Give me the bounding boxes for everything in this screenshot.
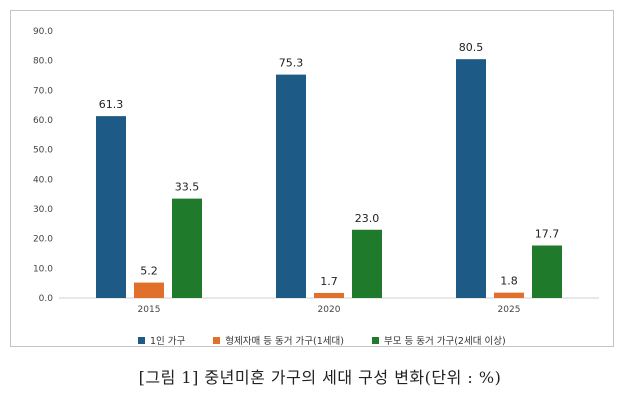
y-tick-label-3: 30.0: [33, 205, 53, 215]
legend-label-parents: 부모 등 동거 가구(2세대 이상): [383, 336, 506, 347]
figure-caption: [그림 1] 중년미혼 가구의 세대 구성 변화(단위 : %): [138, 368, 502, 387]
y-tick-label-9: 90.0: [33, 27, 53, 37]
bar-2015-s0: [96, 116, 126, 298]
y-tick-label-5: 50.0: [33, 146, 53, 156]
y-tick-label-2: 20.0: [33, 235, 53, 245]
y-tick-label-1: 10.0: [33, 264, 53, 274]
legend: 1인 가구 형제자매 등 동거 가구(1세대) 부모 등 동거 가구(2세대 이…: [138, 333, 506, 347]
x-tick-label-2020: 2020: [318, 305, 341, 315]
bar-2015-s2: [172, 198, 202, 298]
legend-item-single: 1인 가구: [138, 333, 185, 347]
bar-2025-s2: [532, 245, 562, 298]
y-tick-label-7: 70.0: [33, 86, 53, 96]
data-label-2020-s1: 1.7: [320, 275, 338, 288]
bar-2025-s1: [494, 292, 524, 298]
bar-2015-s1: [134, 282, 164, 298]
bar-2025-s0: [456, 59, 486, 298]
data-label-2025-s0: 80.5: [459, 41, 484, 54]
x-tick-label-2015: 2015: [138, 305, 161, 315]
legend-label-siblings: 형제자매 등 동거 가구(1세대): [225, 336, 344, 347]
legend-swatch-siblings: [213, 336, 221, 344]
bar-2020-s1: [314, 292, 344, 298]
x-tick-label-2025: 2025: [498, 305, 521, 315]
legend-swatch-parents: [371, 336, 379, 344]
y-tick-label-0: 0.0: [39, 294, 54, 304]
chart-frame: 0.0 10.0 20.0 30.0 40.0 50.0 60.0 70.0 80.0 90.0 6…: [10, 10, 614, 347]
legend-swatch-single: [138, 336, 145, 344]
data-label-2025-s2: 17.7: [535, 227, 560, 240]
y-tick-label-8: 80.0: [33, 57, 53, 67]
bar-2020-s0: [276, 74, 306, 298]
data-label-2015-s1: 5.2: [140, 265, 158, 278]
legend-label-single: 1인 가구: [150, 336, 186, 347]
bar-2020-s2: [352, 229, 382, 298]
data-label-2025-s1: 1.8: [500, 275, 518, 288]
data-label-2015-s0: 61.3: [99, 98, 124, 111]
data-label-2020-s0: 75.3: [279, 57, 304, 70]
y-tick-label-6: 60.0: [33, 116, 53, 126]
legend-item-parents: 부모 등 동거 가구(2세대 이상): [371, 333, 506, 347]
y-tick-label-4: 40.0: [33, 175, 53, 185]
data-label-2020-s2: 23.0: [355, 212, 380, 225]
data-label-2015-s2: 33.5: [175, 181, 200, 194]
bar-chart: 0.0 10.0 20.0 30.0 40.0 50.0 60.0 70.0 80.0 90.0 6…: [33, 27, 599, 315]
legend-item-siblings: 형제자매 등 동거 가구(1세대): [213, 333, 344, 347]
